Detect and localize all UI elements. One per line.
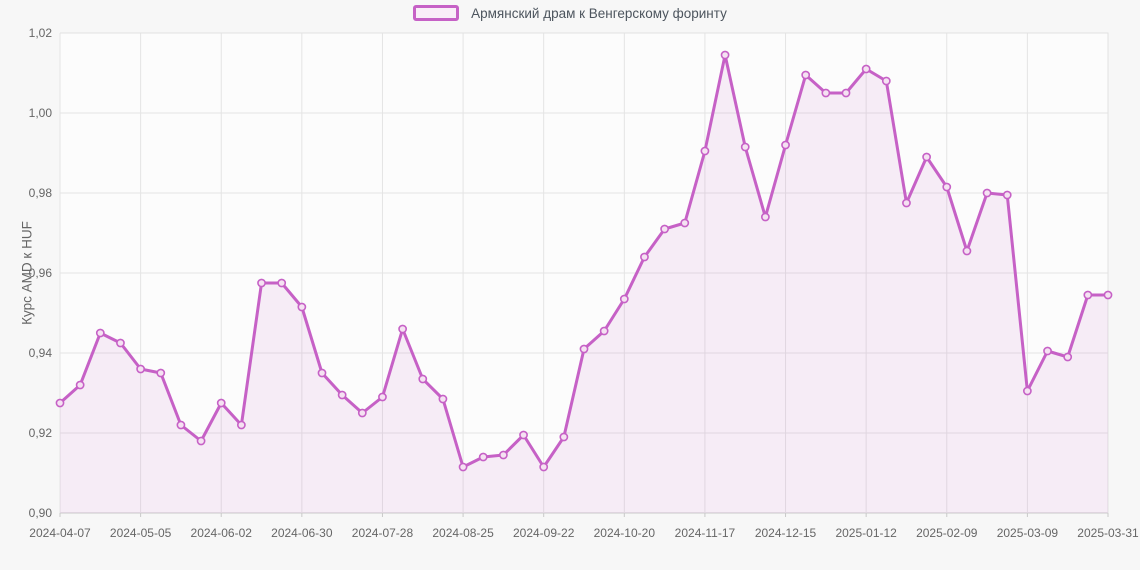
data-point[interactable] (236, 420, 246, 430)
data-point[interactable] (196, 436, 206, 446)
data-point[interactable] (801, 70, 811, 80)
x-axis-label: 2025-03-31 (1077, 526, 1139, 540)
data-point[interactable] (760, 212, 770, 222)
data-point[interactable] (619, 294, 629, 304)
data-point[interactable] (156, 368, 166, 378)
data-point[interactable] (539, 462, 549, 472)
data-point[interactable] (438, 394, 448, 404)
data-point[interactable] (317, 368, 327, 378)
data-point[interactable] (1002, 190, 1012, 200)
data-point[interactable] (55, 398, 65, 408)
data-point[interactable] (1103, 290, 1113, 300)
data-point[interactable] (700, 146, 710, 156)
data-point[interactable] (640, 252, 649, 262)
x-axis-label: 2025-03-09 (997, 526, 1059, 540)
x-axis-label: 2024-04-07 (29, 526, 91, 540)
data-point[interactable] (176, 420, 186, 430)
x-axis-label: 2024-12-15 (755, 526, 817, 540)
legend-swatch (413, 5, 460, 21)
y-axis-label: 0,94 (29, 346, 53, 360)
data-point[interactable] (1083, 290, 1093, 300)
data-point[interactable] (599, 326, 609, 336)
data-point[interactable] (418, 374, 428, 384)
x-axis-label: 2025-01-12 (835, 526, 897, 540)
x-axis-label: 2024-09-22 (513, 526, 575, 540)
y-axis-label: 0,92 (29, 426, 53, 440)
data-point[interactable] (720, 50, 730, 60)
data-point[interactable] (962, 246, 972, 256)
data-point[interactable] (95, 328, 105, 338)
y-axis-label: 1,00 (29, 106, 53, 120)
x-axis-label: 2024-05-05 (110, 526, 172, 540)
legend-item[interactable]: Армянский драм к Венгерскому форинту (413, 5, 727, 21)
x-axis-label: 2025-02-09 (916, 526, 978, 540)
data-point[interactable] (841, 88, 851, 98)
data-point[interactable] (257, 278, 266, 288)
data-point[interactable] (821, 88, 831, 98)
data-point[interactable] (559, 432, 569, 442)
plot-border (60, 32, 1109, 513)
data-point[interactable] (781, 140, 790, 150)
data-point[interactable] (277, 278, 287, 288)
data-point[interactable] (378, 392, 387, 402)
x-axis-label: 2024-08-25 (432, 526, 494, 540)
data-point[interactable] (922, 152, 932, 162)
data-point[interactable] (136, 364, 146, 374)
series-area (60, 55, 1108, 513)
data-point[interactable] (297, 302, 307, 312)
y-axis-title: Курс AMD к HUF (19, 221, 35, 325)
data-point[interactable] (1043, 346, 1052, 356)
data-point[interactable] (519, 430, 528, 440)
data-point[interactable] (478, 452, 488, 462)
y-axis-label: 0,96 (29, 266, 53, 280)
data-point[interactable] (498, 450, 508, 460)
data-point[interactable] (982, 188, 992, 198)
x-axis-label: 2024-10-20 (594, 526, 656, 540)
legend: Армянский драм к Венгерскому форинту (0, 5, 1140, 21)
x-axis-label: 2024-07-28 (352, 526, 414, 540)
data-point[interactable] (337, 390, 347, 400)
y-axis-label: 1,02 (29, 26, 53, 40)
data-point[interactable] (740, 142, 750, 152)
data-point[interactable] (116, 338, 125, 348)
data-point[interactable] (942, 182, 952, 192)
y-axis-label: 0,90 (29, 506, 53, 520)
data-point[interactable] (579, 344, 589, 354)
data-point[interactable] (660, 224, 670, 234)
data-point[interactable] (902, 198, 911, 208)
legend-item-label: Армянский драм к Венгерскому форинту (471, 5, 727, 21)
data-point[interactable] (1022, 386, 1032, 396)
data-point[interactable] (398, 324, 408, 334)
data-point[interactable] (458, 462, 468, 472)
data-point[interactable] (357, 408, 367, 418)
x-axis-label: 2024-06-02 (191, 526, 253, 540)
x-axis-label: 2024-11-17 (675, 526, 736, 540)
data-point[interactable] (216, 398, 226, 408)
x-axis-label: 2024-06-30 (271, 526, 333, 540)
y-axis-label: 0,98 (29, 186, 53, 200)
data-point[interactable] (881, 76, 891, 86)
data-point[interactable] (1063, 352, 1073, 362)
data-point[interactable] (680, 218, 690, 228)
data-point[interactable] (75, 380, 85, 390)
data-point[interactable] (861, 64, 871, 74)
